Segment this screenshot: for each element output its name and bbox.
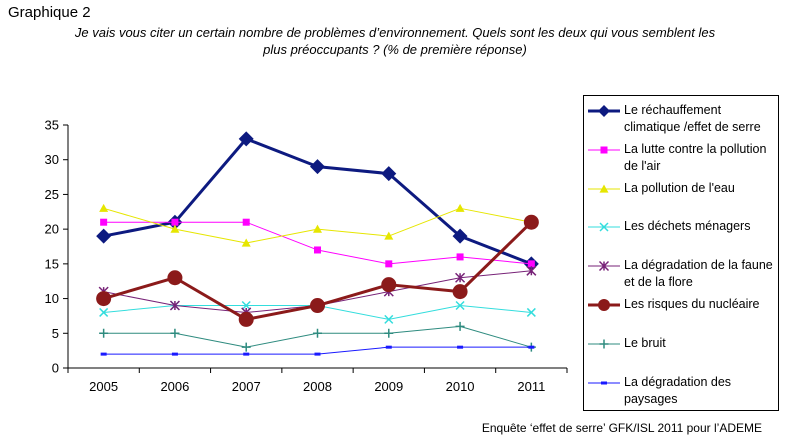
data-point	[384, 328, 394, 338]
legend-swatch	[588, 299, 620, 311]
data-point	[100, 218, 108, 226]
data-point	[385, 345, 392, 349]
data-point	[457, 345, 464, 349]
data-point	[381, 277, 397, 293]
legend-swatch	[588, 381, 620, 385]
y-tick-label: 35	[45, 118, 59, 133]
y-tick-label: 15	[45, 256, 59, 271]
data-point	[314, 246, 321, 254]
y-tick-label: 30	[45, 152, 59, 167]
source-note: Enquête ‘effet de serre’ GFK/ISL 2011 po…	[481, 421, 762, 435]
data-point	[314, 352, 321, 356]
series-2	[100, 218, 535, 268]
data-point	[99, 203, 109, 212]
figure-label: Graphique 2	[8, 4, 91, 21]
data-point	[96, 291, 112, 307]
data-point	[455, 203, 465, 212]
data-point	[310, 298, 325, 314]
question-line-2: plus préoccupants ? (% de première répon…	[263, 42, 527, 57]
x-tick-label: 2008	[303, 379, 332, 394]
data-point	[171, 218, 179, 226]
data-point	[526, 265, 537, 276]
data-point	[170, 224, 180, 233]
y-tick-label: 0	[52, 361, 59, 376]
x-tick-label: 2011	[517, 379, 545, 394]
legend-swatch-marker	[599, 339, 609, 349]
legend-label: La lutte contre la pollution de l'air	[624, 142, 767, 173]
legend-swatch-marker	[601, 381, 607, 385]
data-point	[241, 342, 251, 352]
data-point	[167, 270, 183, 286]
data-point	[310, 159, 325, 175]
data-point	[452, 228, 468, 244]
data-point	[96, 228, 112, 244]
data-point	[455, 300, 465, 311]
y-tick-label: 25	[45, 187, 59, 202]
y-tick-label: 20	[45, 222, 59, 237]
legend-swatch	[588, 105, 620, 117]
legend-swatch	[588, 222, 620, 232]
x-tick-label: 2006	[160, 379, 189, 394]
legend-swatch	[588, 260, 620, 272]
x-tick-label: 2005	[89, 379, 118, 394]
legend-label: La dégradation de la faune et de la flor…	[624, 258, 773, 289]
legend-swatch-marker	[598, 105, 610, 117]
data-point	[243, 352, 250, 356]
data-point	[241, 238, 251, 247]
data-point	[452, 284, 468, 300]
legend-label: Les risques du nucléaire	[624, 297, 760, 311]
data-point	[238, 311, 254, 327]
chart-legend: Le réchauffement climatique /effet de se…	[583, 95, 779, 411]
legend-swatch-marker	[598, 299, 610, 311]
legend-swatch-marker	[599, 222, 609, 232]
legend-label: La pollution de l'eau	[624, 181, 735, 195]
data-point	[384, 231, 394, 240]
y-tick-label: 5	[52, 326, 59, 341]
data-point	[527, 260, 535, 268]
series-6	[96, 214, 539, 327]
data-point	[455, 272, 466, 283]
data-point	[238, 131, 254, 147]
legend-swatch-marker	[600, 146, 608, 154]
data-point	[169, 300, 180, 311]
legend-swatch	[588, 339, 620, 349]
series-3	[99, 203, 536, 247]
legend-swatch	[588, 146, 620, 154]
data-point	[313, 224, 322, 233]
data-point	[171, 352, 178, 356]
data-point	[384, 314, 394, 324]
data-point	[526, 307, 536, 317]
data-point	[456, 253, 464, 261]
data-point	[100, 352, 107, 356]
x-tick-label: 2010	[446, 379, 475, 394]
question-line-1: Je vais vous citer un certain nombre de …	[74, 25, 716, 40]
data-point	[523, 214, 539, 230]
data-point	[381, 166, 397, 182]
legend-swatch	[588, 184, 620, 193]
data-point	[385, 260, 393, 268]
data-point	[313, 328, 322, 338]
data-point	[99, 307, 109, 317]
series-8	[100, 345, 535, 356]
data-point	[528, 345, 535, 349]
y-tick-label: 10	[45, 291, 59, 306]
data-point	[99, 328, 109, 338]
series-line	[103, 137, 532, 266]
legend-swatch-marker	[599, 184, 609, 193]
data-point	[455, 321, 465, 331]
legend-label: Le bruit	[624, 336, 666, 350]
legend-label: Le réchauffement climatique /effet de se…	[624, 103, 761, 134]
chart-question: Je vais vous citer un certain nombre de …	[0, 24, 790, 58]
x-tick-label: 2009	[374, 379, 403, 394]
data-point	[241, 300, 251, 311]
data-point	[242, 218, 250, 226]
legend-label: La dégradation des paysages	[624, 375, 732, 406]
data-point	[170, 328, 180, 338]
x-tick-label: 2007	[232, 379, 261, 394]
legend-label: Les déchets ménagers	[624, 219, 751, 233]
legend-swatch-marker	[598, 260, 610, 272]
